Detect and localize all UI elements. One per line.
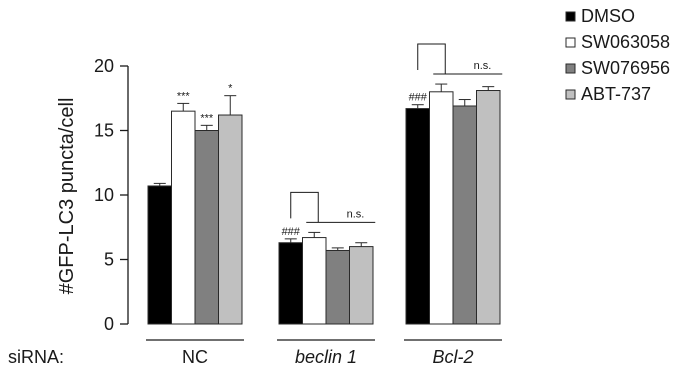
legend-label: ABT-737 (581, 84, 651, 104)
legend: DMSO SW063058 SW076956 ABT-737 (565, 6, 670, 104)
bar (171, 110, 196, 325)
y-tick-label: 10 (94, 185, 114, 205)
legend-label: DMSO (581, 6, 635, 26)
category-label: beclin 1 (295, 347, 357, 367)
bar (218, 114, 243, 325)
axes: 0 5 10 15 20 #GFP-LC3 puncta/cell (56, 56, 129, 334)
bar (476, 90, 501, 325)
significance-marker: ### (282, 226, 301, 238)
bar (147, 185, 172, 325)
bar (452, 105, 477, 325)
significance-marker: * (228, 83, 233, 95)
comparison-bracket (417, 43, 446, 75)
category-label: Bcl-2 (432, 347, 473, 367)
bar (194, 130, 219, 325)
bar (302, 237, 327, 325)
y-axis-title: #GFP-LC3 puncta/cell (56, 98, 78, 295)
legend-label: SW063058 (581, 32, 670, 52)
x-axis-labels: siRNA: NC beclin 1 Bcl-2 (8, 339, 502, 367)
bar (278, 242, 303, 325)
legend-label: SW076956 (581, 58, 670, 78)
legend-swatch (565, 37, 576, 48)
annotations: *******######n.s.n.s. (177, 43, 503, 238)
significance-marker: ### (409, 92, 428, 104)
comparison-bracket (290, 191, 319, 223)
y-tick-label: 0 (104, 314, 114, 334)
legend-swatch (565, 63, 576, 74)
y-tick-label: 20 (94, 56, 114, 76)
ns-label: n.s. (347, 208, 365, 220)
significance-marker: *** (200, 112, 214, 124)
legend-swatch (565, 11, 576, 22)
y-tick-label: 5 (104, 250, 114, 270)
bar (325, 249, 350, 325)
bar (349, 246, 374, 325)
ns-label: n.s. (474, 60, 492, 72)
bars (147, 83, 501, 325)
y-tick-label: 15 (94, 121, 114, 141)
bar (405, 108, 430, 325)
significance-marker: *** (177, 90, 191, 102)
legend-swatch (565, 89, 576, 100)
category-label: NC (182, 347, 208, 367)
siRNA-label: siRNA: (8, 347, 64, 367)
bar (429, 91, 454, 325)
